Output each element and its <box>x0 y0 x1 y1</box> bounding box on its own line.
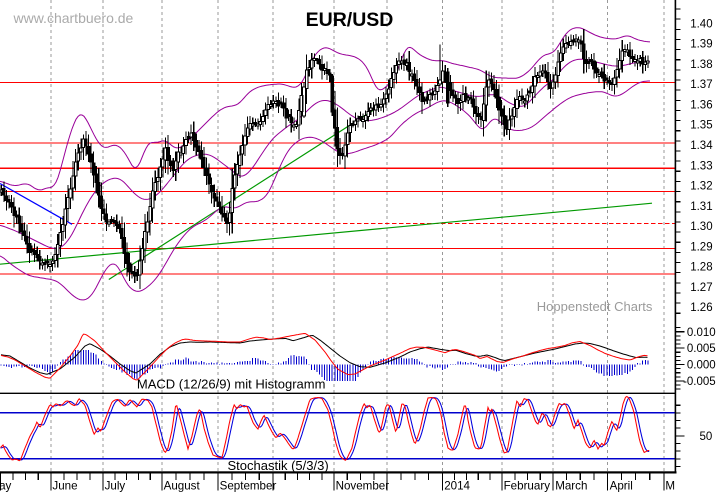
svg-text:1.38: 1.38 <box>690 59 712 71</box>
svg-text:1.28: 1.28 <box>690 262 712 274</box>
svg-text:0.000: 0.000 <box>687 360 716 372</box>
svg-text:0.010: 0.010 <box>687 327 716 339</box>
svg-text:-0.005: -0.005 <box>683 376 716 388</box>
svg-text:1.39: 1.39 <box>690 39 712 51</box>
svg-text:1.33: 1.33 <box>690 160 712 172</box>
svg-text:1.31: 1.31 <box>690 201 712 213</box>
svg-text:EUR/USD: EUR/USD <box>306 9 394 31</box>
svg-text:2014: 2014 <box>444 479 470 492</box>
svg-text:May: May <box>0 479 12 492</box>
svg-text:1.27: 1.27 <box>690 282 712 294</box>
svg-text:www.chartbuero.de: www.chartbuero.de <box>13 10 134 26</box>
svg-text:1.29: 1.29 <box>690 241 712 253</box>
svg-text:1.37: 1.37 <box>690 79 712 91</box>
svg-text:1.35: 1.35 <box>690 120 712 132</box>
svg-text:February: February <box>504 479 551 492</box>
svg-text:50: 50 <box>700 431 713 443</box>
svg-text:September: September <box>220 479 277 492</box>
svg-text:Hoppenstedt Charts: Hoppenstedt Charts <box>537 299 653 314</box>
svg-text:November: November <box>336 479 390 492</box>
svg-text:1.34: 1.34 <box>690 140 713 152</box>
svg-text:1.30: 1.30 <box>690 221 712 233</box>
svg-text:June: June <box>52 479 77 492</box>
svg-text:August: August <box>164 479 201 492</box>
svg-text:M: M <box>665 479 675 492</box>
svg-text:March: March <box>555 479 587 492</box>
svg-text:1.36: 1.36 <box>690 99 712 111</box>
svg-text:MACD (12/26/9) mit Histogramm: MACD (12/26/9) mit Histogramm <box>137 377 326 392</box>
svg-text:1.32: 1.32 <box>690 181 712 193</box>
svg-text:1.26: 1.26 <box>690 302 712 314</box>
svg-text:1.40: 1.40 <box>690 18 712 30</box>
svg-text:0.005: 0.005 <box>687 343 716 355</box>
svg-text:April: April <box>610 479 633 492</box>
svg-text:July: July <box>105 479 126 492</box>
svg-text:Stochastik (5/3/3): Stochastik (5/3/3) <box>228 458 329 473</box>
